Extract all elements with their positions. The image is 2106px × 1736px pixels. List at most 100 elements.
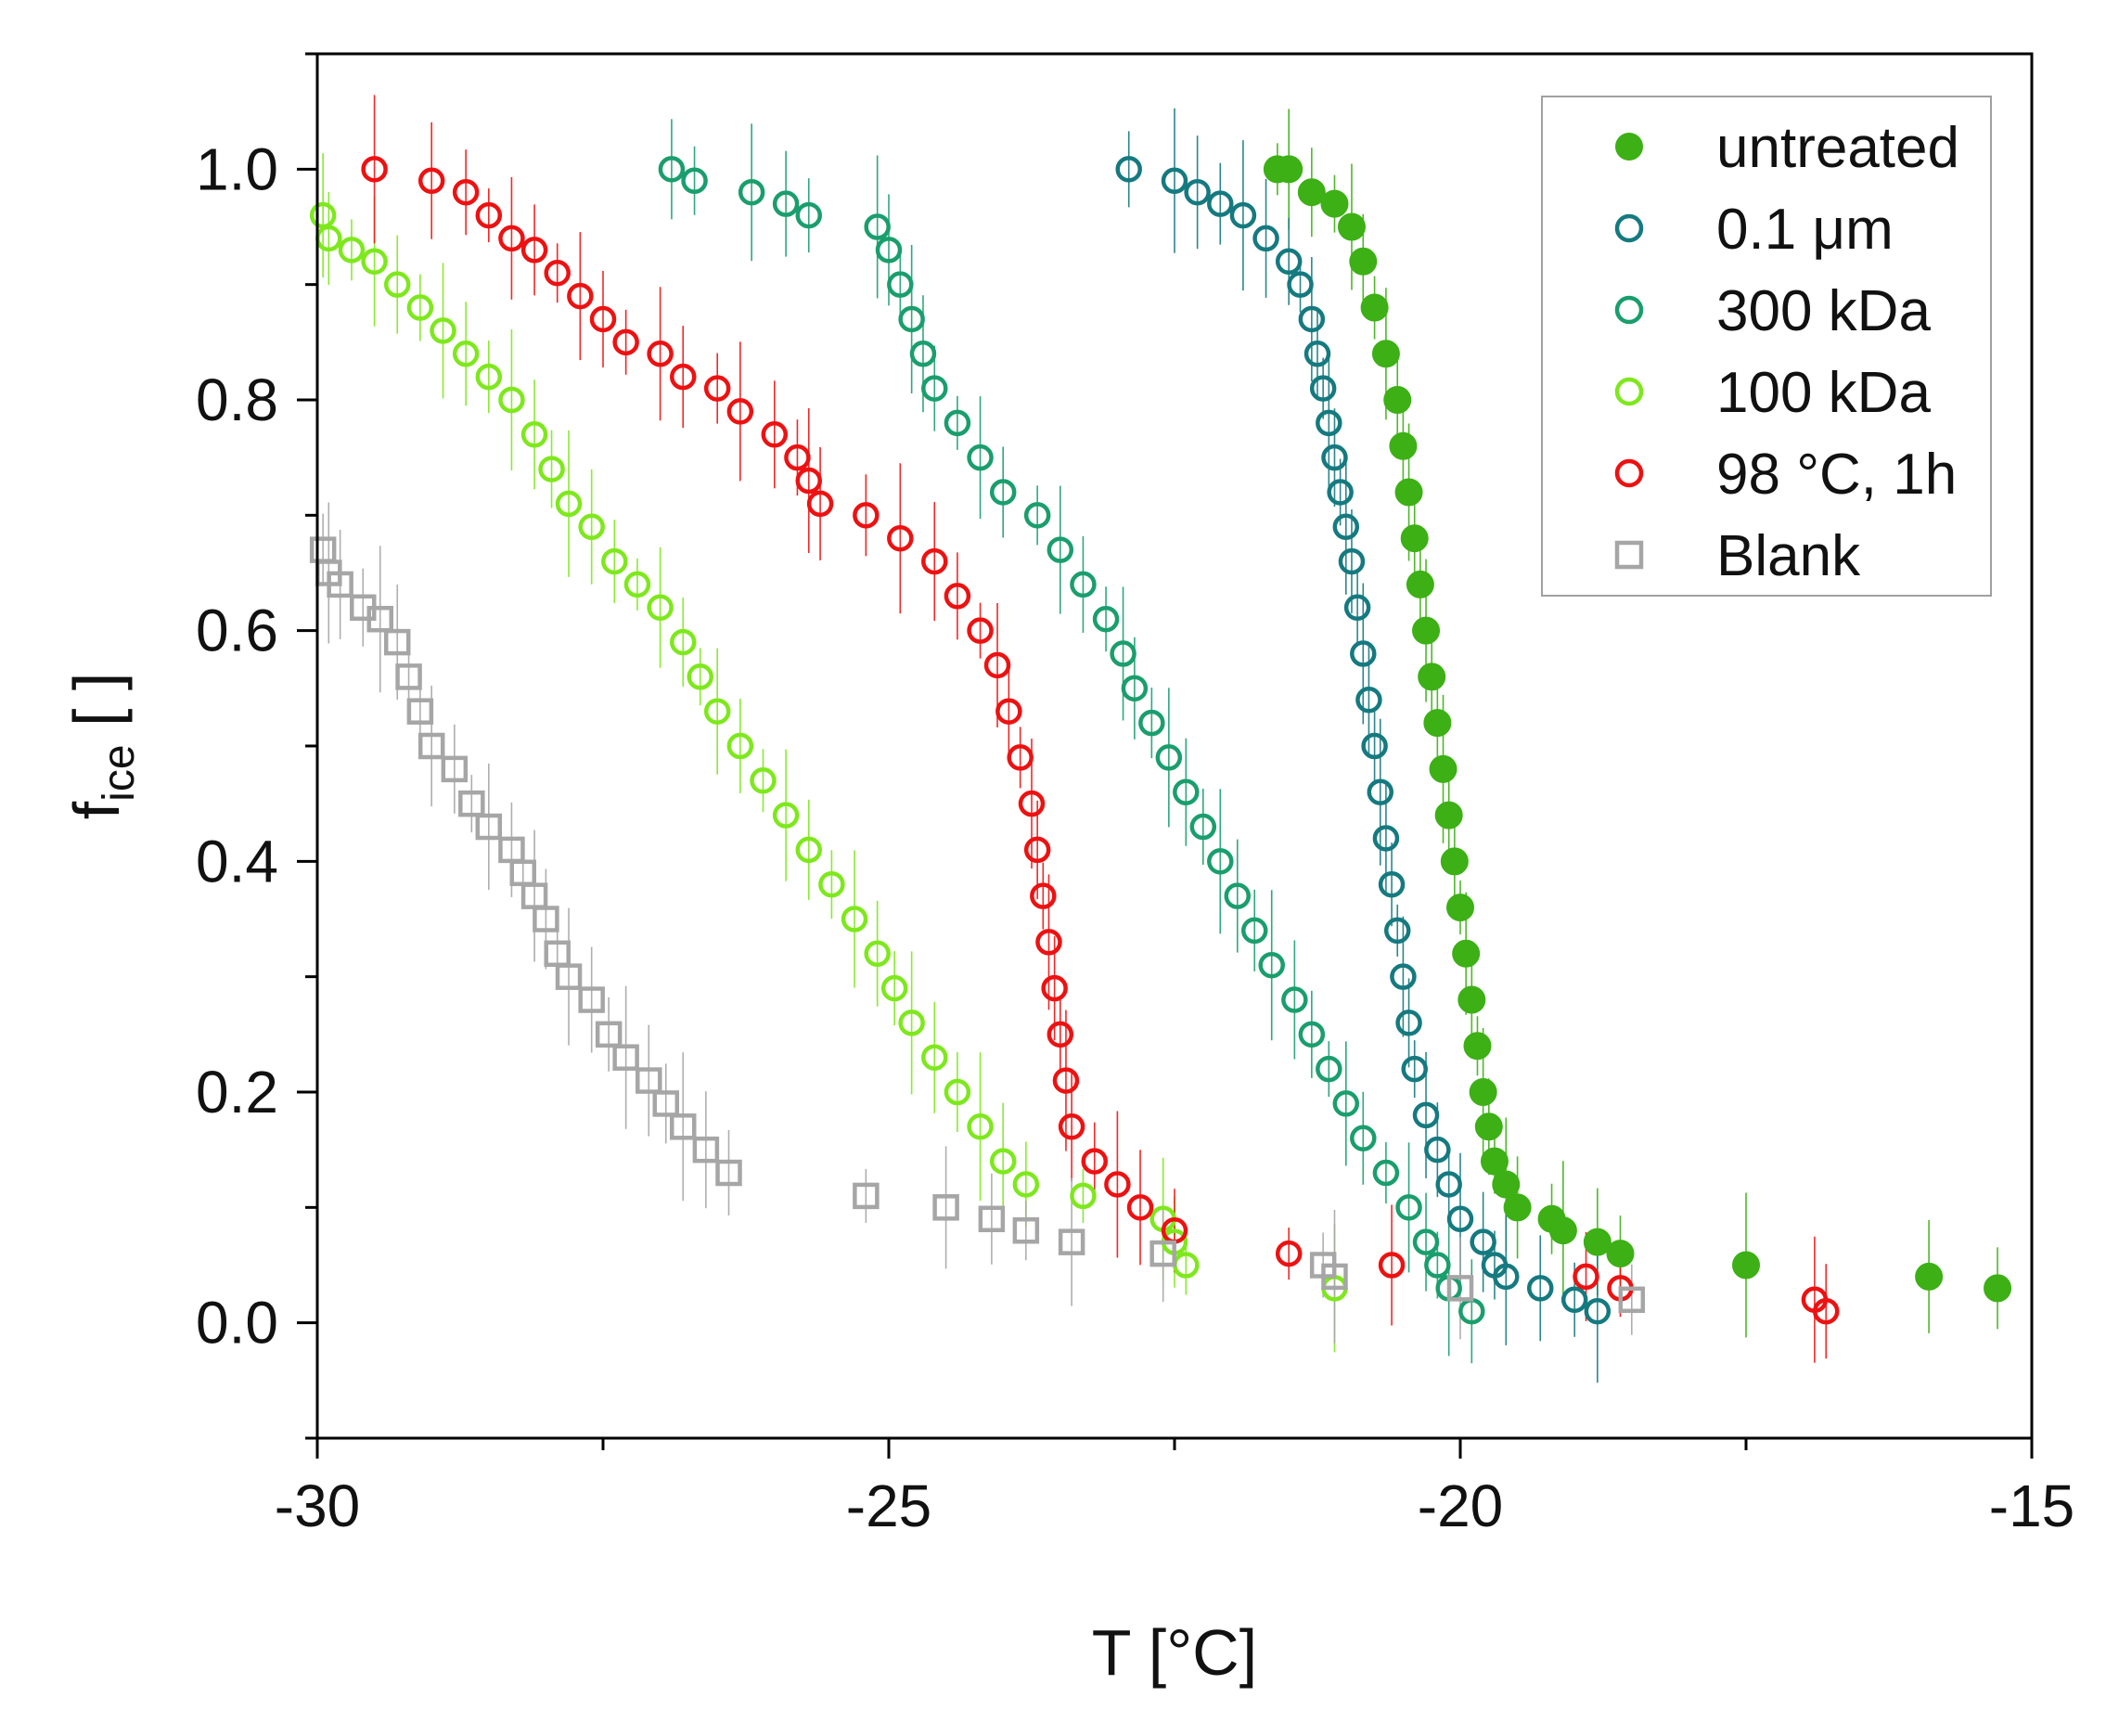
data-point xyxy=(1115,156,1142,183)
data-point xyxy=(1258,951,1285,979)
data-point xyxy=(795,201,823,229)
legend-marker xyxy=(1614,458,1644,488)
legend-marker xyxy=(1614,213,1644,243)
data-point xyxy=(1149,1240,1176,1267)
data-point xyxy=(601,547,628,575)
data-point xyxy=(1367,778,1394,805)
data-point xyxy=(864,940,891,968)
data-point xyxy=(1316,1055,1342,1083)
x-tick-label: -20 xyxy=(1418,1472,1504,1539)
data-point xyxy=(498,386,525,414)
data-point xyxy=(383,271,411,298)
legend-label: 0.1 μm xyxy=(1716,198,1894,262)
data-point xyxy=(864,213,891,240)
data-point xyxy=(932,1194,959,1221)
data-point xyxy=(738,178,765,206)
data-point xyxy=(1018,790,1046,817)
data-point xyxy=(1732,1251,1760,1279)
data-point xyxy=(417,167,445,195)
data-point xyxy=(967,1113,994,1140)
x-axis: -30 -25 -20 -15 xyxy=(275,1438,2074,1539)
data-point xyxy=(1052,1067,1080,1094)
data-point xyxy=(967,444,994,471)
data-point xyxy=(1412,1228,1440,1255)
data-point xyxy=(687,663,713,690)
data-point xyxy=(1298,1021,1326,1048)
data-point xyxy=(1023,836,1051,864)
data-point xyxy=(1338,547,1366,575)
y-tick-label: 0.4 xyxy=(196,828,278,894)
data-point xyxy=(1469,1078,1497,1106)
data-point xyxy=(1458,985,1486,1014)
legend: untreated 0.1 μm 300 kDa 100 kDa 98 °C, 1h Bl… xyxy=(1541,96,1992,597)
data-point xyxy=(309,201,337,229)
data-point xyxy=(1389,431,1418,460)
data-point xyxy=(1297,178,1326,207)
data-point xyxy=(1526,1275,1554,1302)
legend-marker xyxy=(1614,295,1644,325)
data-point xyxy=(1573,1263,1599,1291)
data-point xyxy=(623,571,651,598)
data-point xyxy=(338,237,366,264)
data-point xyxy=(366,605,394,633)
data-point xyxy=(417,732,445,760)
data-point xyxy=(1287,271,1314,298)
data-point xyxy=(1412,616,1441,645)
data-point xyxy=(1035,929,1062,956)
data-point xyxy=(1423,709,1452,738)
data-point xyxy=(1360,293,1389,322)
legend-label: untreated xyxy=(1716,116,1959,180)
data-point xyxy=(1424,1252,1451,1279)
data-point xyxy=(1332,1090,1360,1117)
data-point xyxy=(772,190,800,217)
data-point xyxy=(589,305,617,333)
y-tick-label: 0.8 xyxy=(196,366,278,433)
data-point xyxy=(1424,1136,1451,1164)
data-point xyxy=(1584,1297,1612,1325)
data-point xyxy=(1474,1112,1503,1141)
legend-label: Blank xyxy=(1716,524,1861,588)
data-point xyxy=(1252,225,1279,252)
data-point xyxy=(1915,1262,1944,1291)
data-point xyxy=(1412,1101,1440,1129)
data-point xyxy=(1440,847,1469,876)
data-point xyxy=(1030,882,1057,909)
data-markers xyxy=(309,155,2012,1325)
x-axis-title: T [°C] xyxy=(1092,1616,1257,1689)
data-point xyxy=(853,502,880,529)
y-axis: 0.0 0.2 0.4 0.6 0.8 1.0 xyxy=(196,52,317,1440)
data-point xyxy=(595,1021,623,1048)
data-point xyxy=(567,282,594,310)
data-point xyxy=(818,870,845,898)
legend-label: 100 kDa xyxy=(1716,361,1931,425)
data-point xyxy=(441,755,469,783)
data-point xyxy=(1320,189,1349,218)
data-point xyxy=(784,444,811,471)
data-point xyxy=(1332,513,1360,541)
data-point xyxy=(395,663,422,690)
data-point xyxy=(452,341,480,367)
data-point xyxy=(1812,1297,1840,1325)
data-point xyxy=(544,259,571,287)
data-point xyxy=(1350,1125,1377,1151)
data-point xyxy=(1618,1286,1646,1314)
legend-marker xyxy=(1614,377,1644,406)
data-point xyxy=(1361,732,1388,760)
data-point xyxy=(1560,1286,1588,1314)
data-point xyxy=(578,986,605,1013)
data-point xyxy=(578,513,605,541)
data-point xyxy=(1138,709,1165,737)
data-point xyxy=(1207,848,1234,875)
data-point xyxy=(452,178,480,206)
data-point xyxy=(1435,1171,1462,1198)
y-tick-label: 0.2 xyxy=(196,1059,278,1125)
data-point xyxy=(1126,1194,1154,1221)
data-point xyxy=(636,1067,662,1094)
data-point xyxy=(555,963,583,990)
data-point xyxy=(703,698,731,725)
data-point xyxy=(1337,212,1366,241)
data-point xyxy=(703,375,731,402)
data-point xyxy=(944,409,971,437)
